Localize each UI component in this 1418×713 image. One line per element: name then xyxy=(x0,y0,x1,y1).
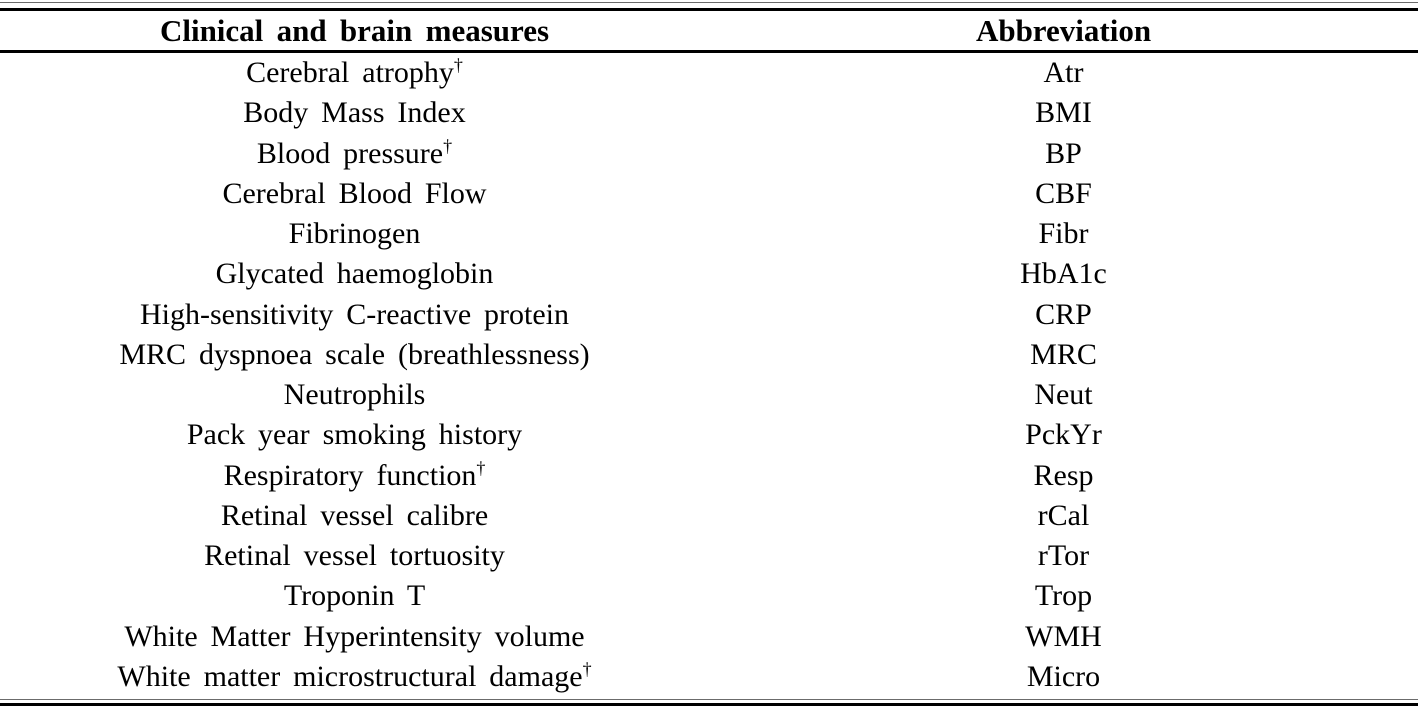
top-thin-rule xyxy=(0,2,1418,3)
abbreviation-cell: Resp xyxy=(1033,458,1094,492)
abbreviation-cell: CBF xyxy=(1035,176,1092,210)
abbreviation-cell: BMI xyxy=(1035,96,1092,130)
measure-cell: Pack year smoking history xyxy=(186,418,523,452)
table-row: Pack year smoking history PckYr xyxy=(0,415,1418,455)
bottom-thin-rule xyxy=(0,699,1418,700)
abbreviation-cell: MRC xyxy=(1030,337,1097,371)
abbreviation-cell: Micro xyxy=(1026,659,1101,693)
table-row: Fibrinogen Fibr xyxy=(0,214,1418,254)
measure-cell: Cerebral Blood Flow xyxy=(222,176,487,210)
abbreviation-cell: rTor xyxy=(1037,539,1090,573)
table-row: Blood pressure† BP xyxy=(0,134,1418,174)
table-body: Cerebral atrophy† Atr Body Mass Index BMI Bl… xyxy=(0,53,1418,697)
abbreviation-cell: BP xyxy=(1045,136,1082,170)
table-row: Cerebral atrophy† Atr xyxy=(0,53,1418,93)
dagger-mark: † xyxy=(443,135,453,156)
measure-cell: White matter microstructural damage† xyxy=(117,658,592,693)
measure-cell: Body Mass Index xyxy=(243,96,466,130)
measure-cell: Cerebral atrophy† xyxy=(246,55,463,90)
dagger-mark: † xyxy=(476,457,486,478)
header-abbreviation: Abbreviation xyxy=(975,13,1152,48)
table-row: Cerebral Blood Flow CBF xyxy=(0,174,1418,214)
abbreviation-cell: Trop xyxy=(1034,579,1093,613)
table-row: MRC dyspnoea scale (breathlessness) MRC xyxy=(0,335,1418,375)
table-row: White matter microstructural damage† Micr… xyxy=(0,657,1418,697)
dagger-mark: † xyxy=(453,55,463,76)
header-separator-rule xyxy=(0,50,1418,53)
measure-cell: Blood pressure† xyxy=(256,135,453,170)
abbreviation-cell: rCal xyxy=(1037,498,1090,532)
measure-cell: Retinal vessel calibre xyxy=(220,498,489,532)
table-row: Retinal vessel calibre rCal xyxy=(0,496,1418,536)
measure-cell: Troponin T xyxy=(283,579,426,613)
abbreviation-cell: WMH xyxy=(1025,619,1102,653)
table-row: Retinal vessel tortuosity rTor xyxy=(0,536,1418,576)
table-header-row: Clinical and brain measures Abbreviation xyxy=(0,11,1418,50)
table-row: Glycated haemoglobin HbA1c xyxy=(0,254,1418,294)
abbreviation-cell: Neut xyxy=(1034,378,1093,412)
measure-cell: Retinal vessel tortuosity xyxy=(204,539,505,573)
measure-cell: Glycated haemoglobin xyxy=(215,257,494,291)
measure-cell: High-sensitivity C-reactive protein xyxy=(139,297,570,331)
table-row: High-sensitivity C-reactive protein CRP xyxy=(0,295,1418,335)
table-row: White Matter Hyperintensity volume WMH xyxy=(0,617,1418,657)
abbreviation-cell: CRP xyxy=(1035,297,1092,331)
table-row: Body Mass Index BMI xyxy=(0,93,1418,133)
top-thick-rule xyxy=(0,8,1418,11)
bottom-thick-rule xyxy=(0,703,1418,706)
dagger-mark: † xyxy=(582,658,592,679)
table-row: Neutrophils Neut xyxy=(0,375,1418,415)
measure-cell: Fibrinogen xyxy=(288,217,421,251)
abbreviation-cell: HbA1c xyxy=(1020,257,1107,291)
table-row: Troponin T Trop xyxy=(0,576,1418,616)
table-row: Respiratory function† Resp xyxy=(0,456,1418,496)
abbreviation-cell: Fibr xyxy=(1038,217,1089,251)
measure-cell: MRC dyspnoea scale (breathlessness) xyxy=(119,337,590,371)
measure-cell: Respiratory function† xyxy=(223,457,486,492)
header-clinical-and-brain-measures: Clinical and brain measures xyxy=(159,13,550,48)
measure-cell: White Matter Hyperintensity volume xyxy=(124,619,585,653)
abbreviation-cell: Atr xyxy=(1043,56,1084,90)
abbreviation-cell: PckYr xyxy=(1025,418,1102,452)
measure-cell: Neutrophils xyxy=(283,378,426,412)
